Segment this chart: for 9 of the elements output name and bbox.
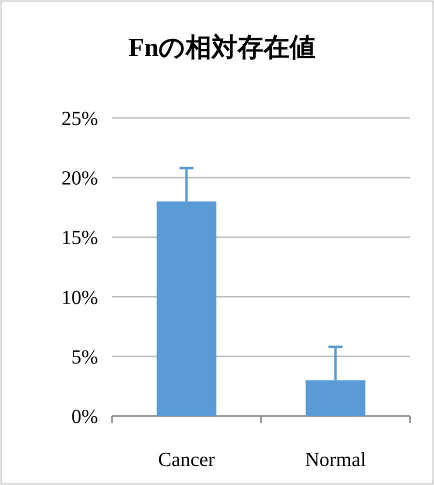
- y-tick-label: 15%: [61, 227, 98, 250]
- y-tick-label: 20%: [61, 168, 98, 190]
- y-tick-label: 0%: [71, 406, 98, 428]
- y-tick-label: 5%: [71, 346, 98, 368]
- x-tick-label: Cancer: [158, 449, 216, 471]
- x-tick-label: Normal: [304, 449, 366, 471]
- chart-title: Fnの相対存在値: [128, 33, 316, 62]
- y-tick-label: 10%: [61, 286, 98, 309]
- y-tick-label: 25%: [61, 108, 98, 130]
